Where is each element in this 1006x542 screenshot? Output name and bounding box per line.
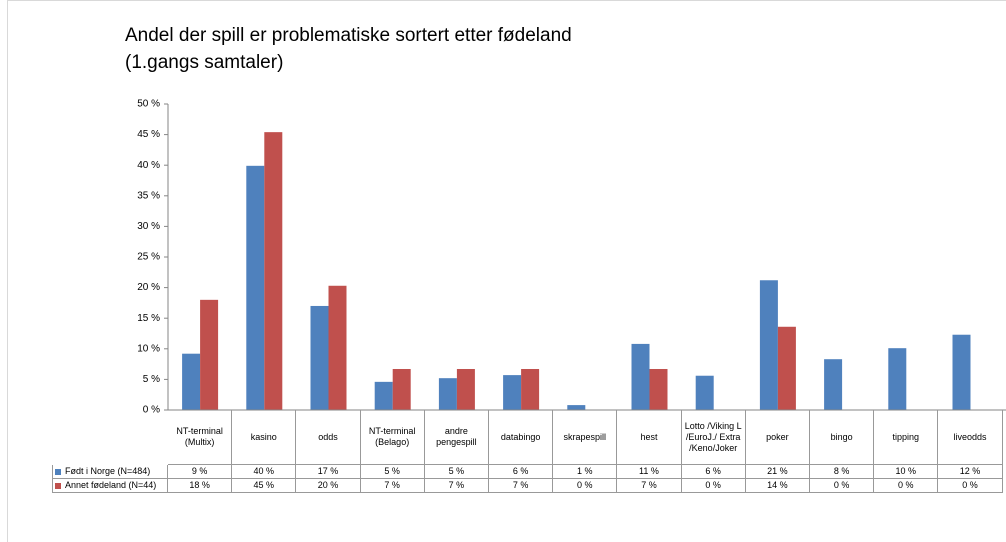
data-table-value: 8 % [810,465,875,479]
data-table-value: 0 % [874,479,939,493]
data-table-value: 7 % [489,479,554,493]
bar [521,368,540,410]
bar [438,378,457,410]
data-table-value: 14 % [745,479,810,493]
data-table-value: 18 % [168,479,233,493]
data-table-value: 0 % [810,479,875,493]
legend-swatch [55,482,61,489]
bar [952,334,971,410]
x-tick-label: kasino [232,410,297,465]
y-tick-label: 10 % [137,343,160,354]
data-table-value: 11 % [617,465,682,479]
data-table-value: 12 % [938,465,1003,479]
bar [456,368,475,410]
legend-label: Annet fødeland (N=44) [65,480,157,490]
x-tick-label: odds [296,410,361,465]
x-tick-label: liveodds [938,410,1003,465]
y-tick-label: 20 % [137,282,160,293]
data-table-value: 5 % [424,465,489,479]
data-table-value: 1 % [553,465,618,479]
y-tick-label: 25 % [137,252,160,263]
y-tick-label: 35 % [137,190,160,201]
data-table-value: 40 % [232,465,297,479]
data-table-value: 21 % [745,465,810,479]
data-table-value: 0 % [553,479,618,493]
legend-item: Født i Norge (N=484) [52,465,168,479]
x-tick-label: Lotto /Viking L /EuroJ./ Extra /Keno/Jok… [681,410,746,465]
x-tick-label: poker [745,410,810,465]
x-tick-label: NT-terminal (Multix) [168,410,233,465]
legend-swatch [55,468,61,475]
chart-title: Andel der spill er problematiske sortert… [125,25,572,46]
x-tick-label: skrapespill [553,410,618,465]
y-tick-label: 0 % [143,405,160,416]
y-tick-label: 45 % [137,129,160,140]
bar [264,132,283,411]
y-tick-label: 5 % [143,374,160,385]
data-table-value: 0 % [681,479,746,493]
x-tick-label: databingo [489,410,554,465]
bar [777,326,796,410]
data-table-value: 17 % [296,465,361,479]
data-table-value: 7 % [424,479,489,493]
bar [888,348,907,410]
bar [310,305,329,410]
x-tick-label: bingo [810,410,875,465]
chart-title: (1.gangs samtaler) [125,52,283,73]
chart-frame [7,0,1006,542]
bar [328,285,347,410]
data-table-value: 7 % [617,479,682,493]
bar [182,353,201,410]
x-tick-label: NT-terminal (Belago) [360,410,425,465]
data-table-value: 7 % [360,479,425,493]
legend-item: Annet fødeland (N=44) [52,479,168,493]
data-table-value: 6 % [681,465,746,479]
bar [631,343,650,410]
bar [374,381,393,410]
y-tick-label: 50 % [137,99,160,110]
data-table-value: 6 % [489,465,554,479]
data-table-value: 10 % [874,465,939,479]
data-table-value: 20 % [296,479,361,493]
bar [503,375,522,410]
data-table-value: 9 % [168,465,233,479]
y-tick-label: 30 % [137,221,160,232]
bar [567,405,586,410]
x-tick-label: hest [617,410,682,465]
y-tick-label: 40 % [137,160,160,171]
bar [695,375,714,410]
data-table-value: 0 % [938,479,1003,493]
y-tick-label: 15 % [137,313,160,324]
bar [759,280,778,410]
data-table-value: 45 % [232,479,297,493]
data-table-value: 5 % [360,465,425,479]
bar [824,359,843,410]
x-tick-label: tipping [874,410,939,465]
x-tick-label: andre pengespill [424,410,489,465]
bar [246,165,265,410]
legend-label: Født i Norge (N=484) [65,466,151,476]
bar [200,299,219,410]
bar [649,368,668,410]
bar [392,368,411,410]
